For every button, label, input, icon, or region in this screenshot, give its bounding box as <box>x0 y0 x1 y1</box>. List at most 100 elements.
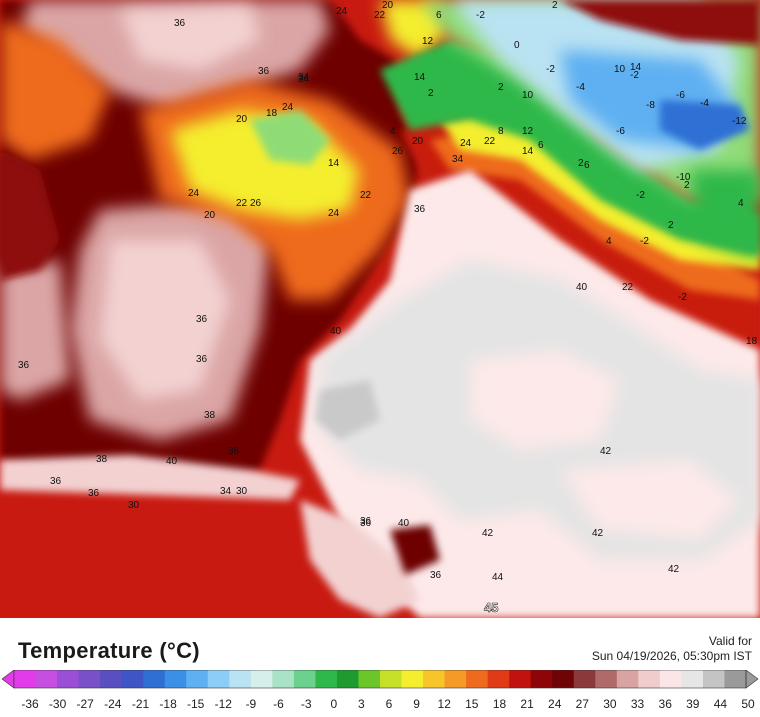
contour-label: 34 <box>220 486 232 497</box>
contour-label: 30 <box>128 500 140 511</box>
scale-tick-label: 24 <box>548 697 562 711</box>
scale-tick-label: -6 <box>273 697 284 711</box>
contour-label: 42 <box>482 528 494 539</box>
legend-panel: Temperature (°C) Valid for Sun 04/19/202… <box>0 618 760 717</box>
contour-label: 22 <box>374 10 386 21</box>
scale-swatch <box>229 670 252 688</box>
zone-pink-far-west <box>0 260 70 400</box>
scale-tick-label: -36 <box>21 697 39 711</box>
contour-label: -8 <box>646 100 655 111</box>
contour-label: 4 <box>738 198 744 209</box>
contour-label: 20 <box>382 0 394 11</box>
contour-label: -2 <box>636 190 645 201</box>
scale-swatch <box>487 670 510 688</box>
scale-swatch <box>401 670 424 688</box>
contour-label: 2 <box>428 88 434 99</box>
contour-label: 12 <box>522 126 534 137</box>
color-scale-bar <box>1 670 759 689</box>
contour-label: 42 <box>600 446 612 457</box>
contour-label: 40 <box>576 282 588 293</box>
scale-tick-label: -9 <box>246 697 257 711</box>
contour-label: 22 <box>484 136 496 147</box>
contour-label: 6 <box>538 140 544 151</box>
scale-tick-label: 9 <box>413 697 420 711</box>
contour-label: -2 <box>640 236 649 247</box>
temperature-map[interactable]: 36 20 24 22 6 -2 2 0 12 36 34 14 2 -2 -4 10 14 -2 2 10 -6 -4-… <box>0 0 760 618</box>
scale-outline <box>13 670 747 689</box>
contour-label: 18 <box>266 108 278 119</box>
zone-plains-pink-south <box>560 460 740 540</box>
scale-tick-label: 3 <box>358 697 365 711</box>
contour-label: 30 <box>236 486 248 497</box>
scale-swatch <box>14 670 37 688</box>
zone-tibet-darkblue <box>660 100 750 150</box>
contour-label: 36 <box>50 476 62 487</box>
contour-label: 36 <box>88 488 100 499</box>
contour-label: -10 <box>676 172 691 183</box>
contour-label: 36 <box>414 204 426 215</box>
scale-swatch <box>35 670 58 688</box>
scale-swatch <box>552 670 575 688</box>
scale-swatch <box>336 670 359 688</box>
contour-label: -6 <box>616 126 625 137</box>
zone-green-patch <box>250 110 330 165</box>
scale-swatch <box>638 670 661 688</box>
contour-label: 40 <box>166 456 178 467</box>
zone-pink-light-north <box>120 5 260 70</box>
contour-label: 38 <box>204 410 216 421</box>
zone-pink-light-west <box>100 240 230 400</box>
scale-swatch <box>207 670 230 688</box>
contour-label: -2 <box>476 10 485 21</box>
contour-label: 2 <box>668 220 674 231</box>
valid-time: Sun 04/19/2026, 05:30pm IST <box>591 649 752 663</box>
contour-label: 34 <box>298 72 310 83</box>
contour-label: 20 <box>412 136 424 147</box>
scale-left-arrow <box>1 670 15 689</box>
contour-label: 24 <box>282 102 294 113</box>
scale-swatch <box>595 670 618 688</box>
contour-label: 26 <box>392 146 404 157</box>
color-scale-ticks: -36 -30 -27 -24 -21 -18 -15 -12 -9 -6 -3 0 3 6 9 12 15 18… <box>21 697 755 711</box>
contour-label: 12 <box>422 36 434 47</box>
scale-swatch <box>573 670 596 688</box>
scale-tick-label: 50 <box>741 697 755 711</box>
zone-himalaya-green <box>380 40 760 255</box>
contour-label: 34 <box>298 74 310 85</box>
scale-swatch <box>724 670 747 688</box>
contour-label: 34 <box>452 154 464 165</box>
scale-swatch <box>315 670 338 688</box>
contour-label: 40 <box>330 326 342 337</box>
color-scale: -36 -30 -27 -24 -21 -18 -15 -12 -9 -6 -3 0 3 6 9 12 15 18… <box>1 670 759 711</box>
contour-label: 6 <box>584 160 590 171</box>
scale-swatch <box>423 670 446 688</box>
zone-plains-pink-patch <box>470 350 620 450</box>
scale-tick-label: 6 <box>386 697 393 711</box>
scale-swatch <box>121 670 144 688</box>
contour-label: 6 <box>436 10 442 21</box>
valid-for-label: Valid for <box>708 634 752 648</box>
scale-tick-label: 33 <box>631 697 645 711</box>
contour-label: 14 <box>328 158 340 169</box>
contour-label: 14 <box>522 146 534 157</box>
scale-swatch <box>57 670 80 688</box>
contour-label: -4 <box>700 98 709 109</box>
contour-label: 2 <box>578 158 584 169</box>
contour-label: 18 <box>746 336 758 347</box>
contour-label: 36 <box>174 18 186 29</box>
contour-label: 4 <box>390 126 396 137</box>
contour-label: 36 <box>228 446 240 457</box>
contour-label: 14 <box>414 72 426 83</box>
contour-label: 36 <box>258 66 270 77</box>
temperature-zones <box>0 0 760 618</box>
contour-label: 4 <box>606 236 612 247</box>
contour-label: 2 <box>498 82 504 93</box>
contour-label: 36 <box>196 354 208 365</box>
contour-label: 2 <box>552 0 558 11</box>
contour-label: 14 <box>630 62 642 73</box>
scale-swatch <box>186 670 209 688</box>
scale-swatch <box>702 670 725 688</box>
contour-label: 0 <box>514 40 520 51</box>
scale-tick-label: -27 <box>77 697 95 711</box>
contour-label: 10 <box>522 90 534 101</box>
